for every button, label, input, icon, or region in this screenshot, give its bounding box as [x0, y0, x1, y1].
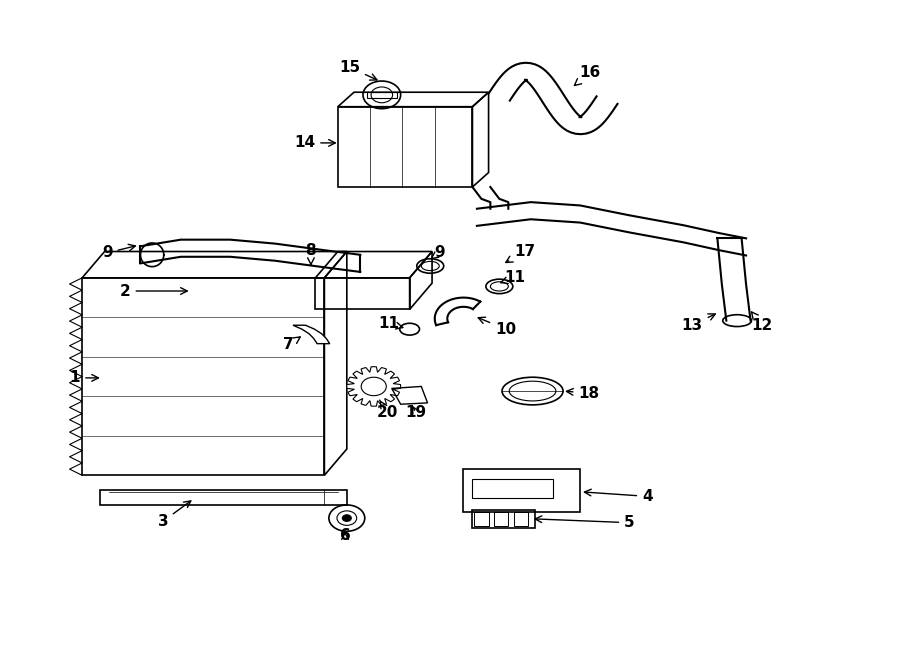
- Text: 6: 6: [339, 528, 350, 543]
- Text: 18: 18: [566, 385, 599, 401]
- Text: 12: 12: [752, 312, 773, 332]
- Text: 17: 17: [506, 244, 535, 262]
- Text: 15: 15: [339, 59, 377, 80]
- Text: 9: 9: [102, 245, 135, 260]
- Text: 9: 9: [431, 245, 445, 260]
- Text: 1: 1: [69, 370, 98, 385]
- Text: 13: 13: [681, 314, 716, 332]
- Text: 11: 11: [379, 317, 403, 331]
- Text: 11: 11: [500, 270, 525, 286]
- Bar: [474, 512, 489, 526]
- Text: 3: 3: [158, 501, 191, 529]
- Circle shape: [342, 515, 351, 522]
- Text: 8: 8: [306, 243, 316, 264]
- Polygon shape: [293, 325, 329, 344]
- Bar: [494, 512, 508, 526]
- Polygon shape: [346, 367, 400, 407]
- Text: 20: 20: [376, 400, 398, 420]
- Bar: [514, 512, 528, 526]
- Text: 14: 14: [294, 136, 336, 151]
- Text: 16: 16: [574, 65, 600, 85]
- Bar: [472, 510, 536, 528]
- Text: 7: 7: [284, 337, 301, 352]
- Text: 2: 2: [120, 284, 187, 299]
- Bar: [472, 479, 554, 498]
- Text: 19: 19: [405, 405, 427, 420]
- Text: 4: 4: [584, 489, 652, 504]
- Text: 10: 10: [478, 317, 517, 336]
- Text: 5: 5: [536, 515, 634, 530]
- Bar: [366, 92, 397, 98]
